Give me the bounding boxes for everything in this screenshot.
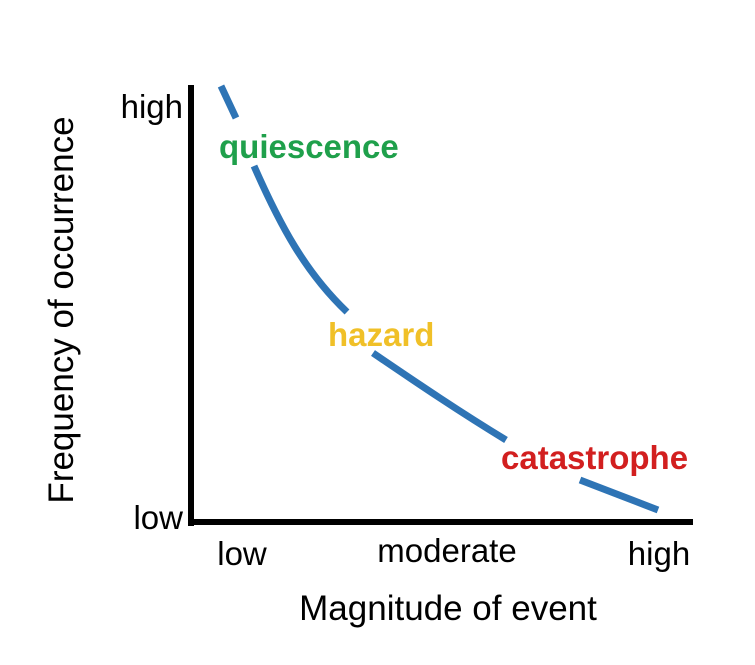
curve-segment-3	[371, 350, 508, 443]
curve-segment-1	[217, 84, 240, 120]
x-tick-high: high	[628, 535, 690, 572]
zone-label-quiescence: quiescence	[219, 128, 399, 165]
curve-segment-2	[250, 164, 350, 315]
zone-label-catastrophe: catastrophe	[501, 439, 688, 476]
y-axis-title: Frequency of occurrence	[42, 116, 81, 503]
y-tick-low: low	[133, 499, 183, 536]
curve-segment-4	[578, 476, 660, 514]
x-tick-low: low	[217, 535, 267, 572]
zone-label-hazard: hazard	[328, 316, 434, 353]
x-tick-moderate: moderate	[377, 532, 516, 569]
x-axis-title: Magnitude of event	[299, 589, 597, 628]
y-tick-high: high	[121, 88, 183, 125]
